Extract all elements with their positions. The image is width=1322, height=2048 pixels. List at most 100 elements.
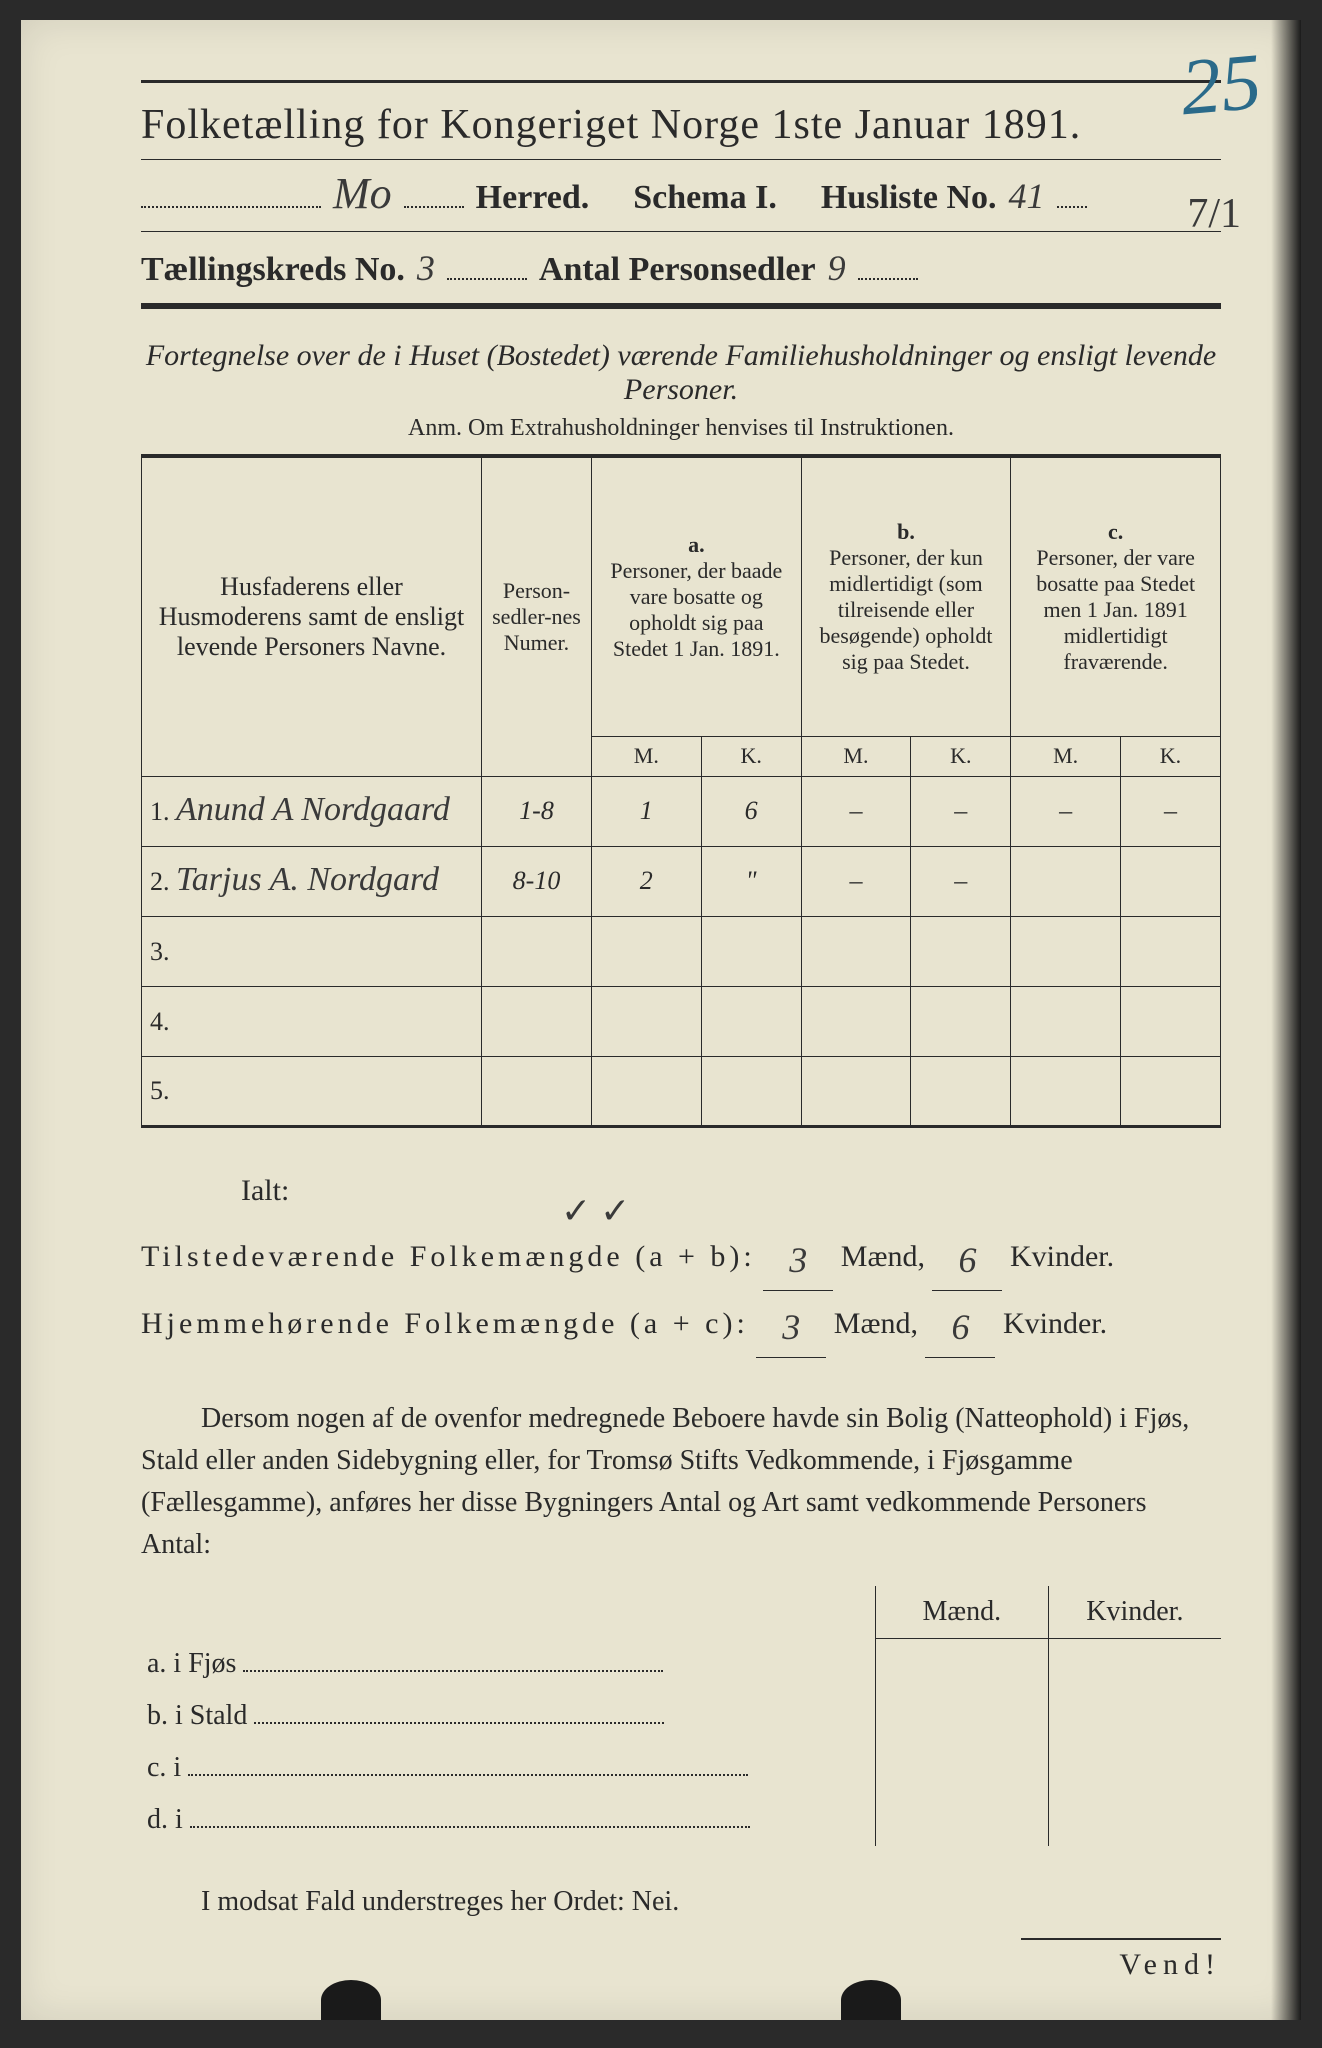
header-block: Folketælling for Kongeriget Norge 1ste J… (141, 80, 1221, 309)
row-ak: 6 (701, 776, 801, 846)
main-title: Folketælling for Kongeriget Norge 1ste J… (141, 101, 1081, 149)
row-bm: – (801, 776, 911, 846)
hjemme-k: 6 (951, 1307, 969, 1347)
row-sedler (482, 916, 592, 986)
row-ck: – (1120, 776, 1220, 846)
maend-label-2: Mænd, (834, 1307, 918, 1340)
lower-b: b. i Stald (147, 1700, 247, 1731)
col-a-label: a. (688, 532, 705, 557)
census-form-page: 25 7/1 Folketælling for Kongeriget Norge… (21, 20, 1301, 2020)
kvinder-label-1: Kvinder. (1010, 1240, 1114, 1273)
maend-label-1: Mænd, (841, 1240, 925, 1273)
col-sedler: Person-sedler-nes Numer. (482, 456, 592, 776)
table-row: 5. (142, 1056, 1221, 1126)
lower-kvinder-head: Kvinder. (1048, 1586, 1221, 1639)
paragraph: Dersom nogen af de ovenfor medregnede Be… (141, 1398, 1221, 1566)
row-ck (1120, 1056, 1220, 1126)
col-b: b. Personer, der kun midlertidigt (som t… (801, 456, 1011, 736)
fraction-annotation: 7/1 (1187, 190, 1241, 238)
col-c-k: K. (1120, 736, 1220, 776)
antal-value: 9 (828, 254, 846, 283)
row-am: 2 (592, 846, 702, 916)
kreds-label: Tællingskreds No. (141, 251, 405, 289)
col-c-m: M. (1011, 736, 1121, 776)
row-cm (1011, 846, 1121, 916)
hjemme-m: 3 (782, 1307, 800, 1347)
ialt-label: Ialt: (141, 1158, 1221, 1224)
totals-block: Ialt: Tilstedeværende Folkemængde (a + b… (141, 1158, 1221, 1358)
husliste-value: 41 (1009, 182, 1045, 211)
corner-annotation: 25 (1177, 37, 1265, 135)
antal-label: Antal Personsedler (539, 251, 816, 289)
table-row: 4. (142, 986, 1221, 1056)
table-row: 3. (142, 916, 1221, 986)
col-b-text: Personer, der kun midlertidigt (som tilr… (820, 545, 993, 674)
col-b-k: K. (911, 736, 1011, 776)
row-cm (1011, 986, 1121, 1056)
row-sedler: 1-8 (482, 776, 592, 846)
title-line: Folketælling for Kongeriget Norge 1ste J… (141, 80, 1221, 160)
tilstede-k: 6 (958, 1240, 976, 1280)
kreds-value: 3 (417, 254, 435, 283)
row-ck (1120, 916, 1220, 986)
row-num: 1. Anund A Nordgaard (142, 776, 482, 846)
household-table: Husfaderens eller Husmoderens samt de en… (141, 454, 1221, 1128)
tilstede-m: 3 (789, 1240, 807, 1280)
col-c-text: Personer, der vare bosatte paa Stedet me… (1036, 545, 1195, 674)
row-bm (801, 1056, 911, 1126)
herred-value: Mo (333, 176, 392, 211)
col-names: Husfaderens eller Husmoderens samt de en… (142, 456, 482, 776)
schema-label: Schema I. (633, 179, 777, 217)
row-am: 1 (592, 776, 702, 846)
col-b-label: b. (897, 519, 915, 544)
row-ak (701, 986, 801, 1056)
row-cm: – (1011, 776, 1121, 846)
col-a-m: M. (592, 736, 702, 776)
lower-maend-head: Mænd. (875, 1586, 1048, 1639)
row-ak (701, 916, 801, 986)
row-am (592, 916, 702, 986)
husliste-label: Husliste No. (821, 179, 997, 217)
col-a-text: Personer, der baade vare bosatte og opho… (610, 558, 782, 661)
tilstede-label: Tilstedeværende Folkemængde (a + b): (141, 1240, 756, 1273)
row-bk: – (911, 846, 1011, 916)
col-b-m: M. (801, 736, 911, 776)
col-a: a. Personer, der baade vare bosatte og o… (592, 456, 802, 736)
col-c-label: c. (1108, 519, 1123, 544)
anm-note: Anm. Om Extrahusholdninger henvises til … (141, 415, 1221, 442)
row-name: Tarjus A. Nordgard (176, 861, 439, 898)
kvinder-label-2: Kvinder. (1003, 1307, 1107, 1340)
row-sedler: 8-10 (482, 846, 592, 916)
table-row: 1. Anund A Nordgaard1-816–––– (142, 776, 1221, 846)
row-bm (801, 986, 911, 1056)
row-sedler (482, 986, 592, 1056)
row-num: 5. (142, 1056, 482, 1126)
col-c: c. Personer, der vare bosatte paa Stedet… (1011, 456, 1221, 736)
paper-tear-1 (321, 1980, 381, 2020)
row-bm (801, 916, 911, 986)
row-bk (911, 1056, 1011, 1126)
row-name: Anund A Nordgaard (176, 791, 450, 828)
hjemme-label: Hjemmehørende Folkemængde (a + c): (141, 1307, 749, 1340)
row-ck (1120, 846, 1220, 916)
row-num: 3. (142, 916, 482, 986)
row-cm (1011, 1056, 1121, 1126)
row-bk: – (911, 776, 1011, 846)
row-num: 2. Tarjus A. Nordgard (142, 846, 482, 916)
herred-label: Herred. (476, 179, 590, 217)
row-bk (911, 986, 1011, 1056)
herred-line: Mo Herred. Schema I. Husliste No. 41 (141, 160, 1221, 232)
row-ck (1120, 986, 1220, 1056)
row-sedler (482, 1056, 592, 1126)
row-am (592, 1056, 702, 1126)
vend-label: Vend! (1021, 1938, 1221, 1982)
row-num: 4. (142, 986, 482, 1056)
row-ak (701, 1056, 801, 1126)
row-am (592, 986, 702, 1056)
row-cm (1011, 916, 1121, 986)
lower-d: d. i (147, 1804, 183, 1835)
nei-line: I modsat Fald understreges her Ordet: Ne… (141, 1886, 1221, 1918)
paper-tear-2 (841, 1980, 901, 2020)
checkmarks: ✓ ✓ (561, 1190, 630, 1232)
row-bk (911, 916, 1011, 986)
